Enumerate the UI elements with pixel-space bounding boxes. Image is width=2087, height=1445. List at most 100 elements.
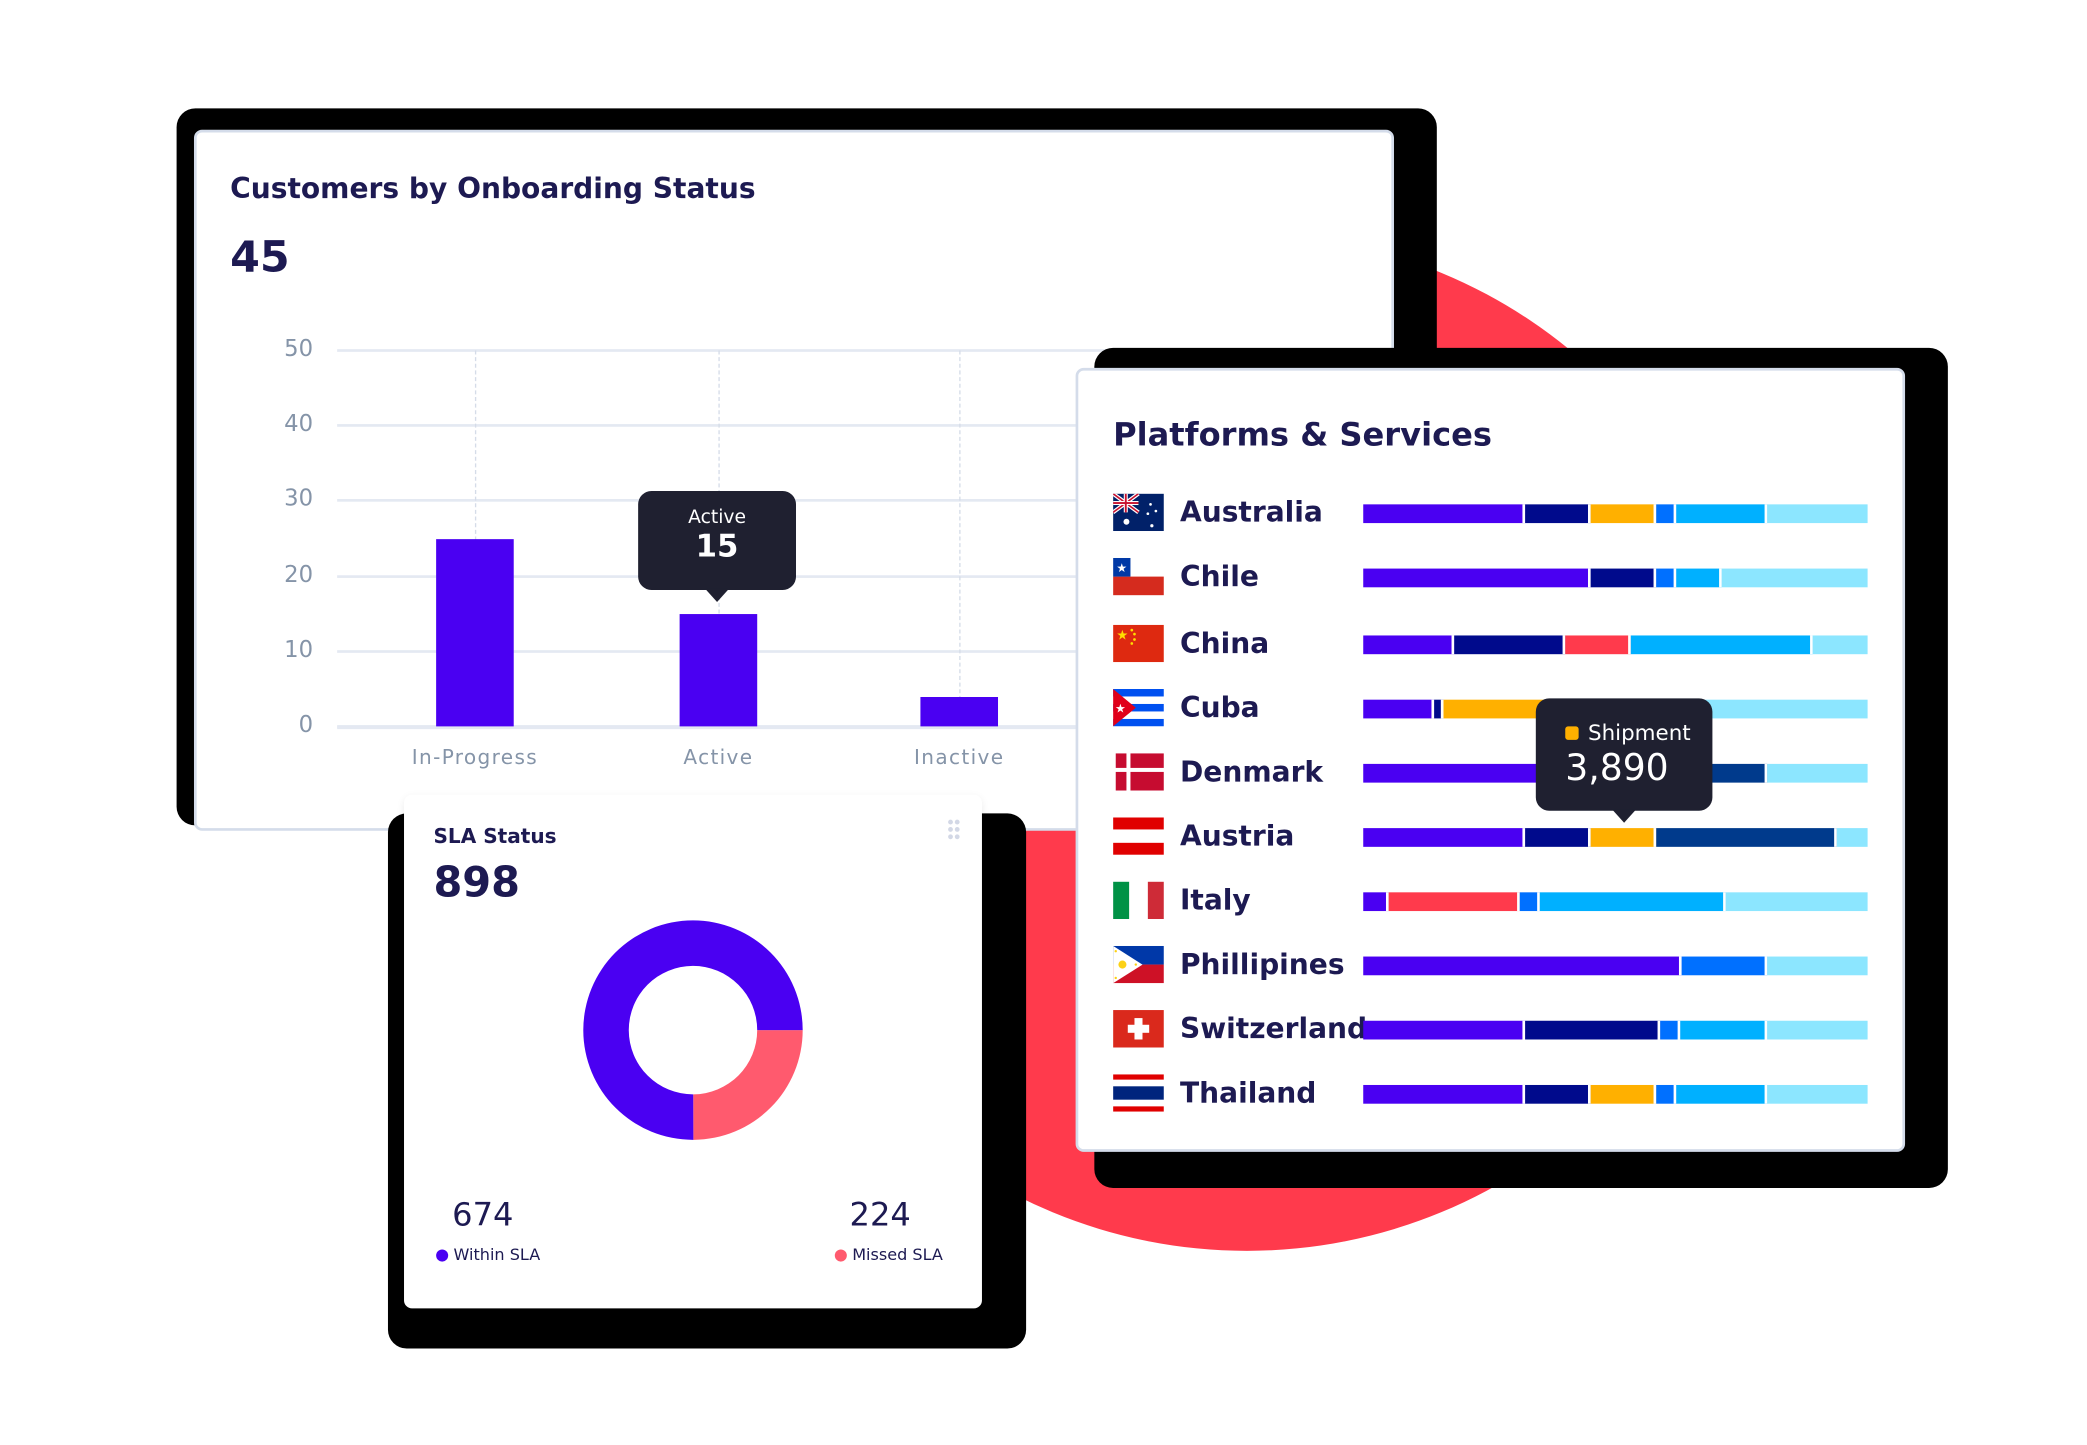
stacked-bar[interactable] (1363, 956, 1868, 976)
bar-segment-cyan[interactable] (1675, 568, 1722, 588)
bar-segment-cyan[interactable] (1539, 892, 1727, 912)
svg-text:★: ★ (1116, 561, 1127, 575)
country-row-cuba[interactable]: ★ Cuba (1113, 688, 1876, 729)
card-title: Platforms & Services (1113, 416, 1493, 454)
legend-dot-icon (834, 1248, 847, 1261)
gridline (337, 649, 1348, 653)
bar-segment-navy[interactable] (1524, 1084, 1591, 1104)
bar-segment-primary[interactable] (1363, 956, 1681, 976)
bar-segment-blue[interactable] (1660, 1020, 1681, 1040)
bar-segment-light[interactable] (1766, 956, 1868, 976)
bar-segment-primary[interactable] (1363, 763, 1565, 783)
donut-slice-within[interactable] (583, 920, 803, 1140)
bar-segment-light[interactable] (1812, 635, 1868, 655)
country-name: Phillipines (1179, 948, 1345, 981)
bar-segment-blue[interactable] (1655, 1084, 1676, 1104)
x-axis-label: In-Progress (411, 745, 539, 770)
bar-segment-cyan[interactable] (1680, 1020, 1767, 1040)
bar-segment-primary[interactable] (1363, 504, 1525, 524)
country-row-chile[interactable]: ★ Chile (1113, 557, 1876, 598)
bar-segment-cyan[interactable] (1675, 504, 1767, 524)
country-row-australia[interactable]: Australia (1113, 493, 1876, 534)
vertical-gridline (959, 350, 961, 727)
tooltip-label: Shipment (1587, 719, 1691, 746)
y-axis-tick: 50 (284, 335, 314, 363)
country-row-china[interactable]: ★ China (1113, 624, 1876, 665)
bar-segment-navy[interactable] (1454, 635, 1565, 655)
country-name: Denmark (1179, 755, 1324, 788)
bar-segment-red[interactable] (1564, 635, 1631, 655)
bar-segment-amber[interactable] (1590, 1084, 1656, 1104)
bar-inactive[interactable] (920, 696, 999, 727)
bar-segment-blue[interactable] (1519, 892, 1540, 912)
bar-segment-primary[interactable] (1363, 1020, 1525, 1040)
bar-segment-amber[interactable] (1590, 504, 1656, 524)
bar-segment-navy[interactable] (1524, 828, 1591, 847)
bar-segment-primary[interactable] (1363, 828, 1525, 847)
bar-segment-blue[interactable] (1655, 504, 1676, 524)
bar-segment-darkblue[interactable] (1655, 828, 1838, 847)
bar-segment-red[interactable] (1388, 892, 1520, 912)
tooltip-value: 15 (695, 529, 739, 565)
austria-flag-icon (1113, 817, 1164, 855)
bar-segment-navy[interactable] (1524, 1020, 1661, 1040)
bar-segment-light[interactable] (1766, 1020, 1868, 1040)
bar-segment-light[interactable] (1837, 828, 1868, 847)
bar-segment-primary[interactable] (1363, 892, 1389, 912)
bar-active[interactable] (679, 613, 758, 727)
y-axis-tick: 30 (284, 486, 314, 513)
denmark-flag-icon (1113, 753, 1164, 791)
card-title: SLA Status (433, 824, 557, 849)
bar-segment-navy[interactable] (1524, 504, 1591, 524)
bar-segment-light[interactable] (1766, 763, 1868, 783)
bar-segment-cyan[interactable] (1630, 635, 1813, 655)
bar-tooltip: Active 15 (638, 490, 797, 603)
stacked-bar[interactable] (1363, 828, 1868, 847)
bar-segment-blue[interactable] (1680, 956, 1767, 976)
bar-segment-light[interactable] (1721, 568, 1868, 588)
bar-segment-primary[interactable] (1363, 568, 1591, 588)
stacked-bar[interactable] (1363, 504, 1868, 524)
bar-segment-primary[interactable] (1363, 699, 1434, 719)
bar-segment-primary[interactable] (1363, 1084, 1525, 1104)
bar-segment-light[interactable] (1726, 892, 1868, 912)
country-row-phillipines[interactable]: Phillipines (1113, 945, 1876, 986)
stacked-bar[interactable] (1363, 1084, 1868, 1104)
country-row-austria[interactable]: Austria (1113, 817, 1876, 857)
gridline (337, 499, 1348, 503)
country-row-switzerland[interactable]: Switzerland (1113, 1010, 1876, 1050)
bar-segment-primary[interactable] (1363, 635, 1455, 655)
stacked-bar[interactable] (1363, 568, 1868, 588)
country-row-denmark[interactable]: Denmark (1113, 753, 1876, 793)
bar-segment-blue[interactable] (1655, 568, 1676, 588)
country-name: Thailand (1179, 1076, 1317, 1110)
tooltip-label: Active (688, 507, 747, 529)
country-row-thailand[interactable]: Thailand (1113, 1074, 1876, 1114)
stacked-bar[interactable] (1363, 1020, 1868, 1040)
bar-segment-light[interactable] (1766, 1084, 1868, 1104)
bar-segment-amber[interactable] (1590, 828, 1656, 847)
tooltip-series: Shipment (1565, 720, 1712, 745)
chile-flag-icon: ★ (1113, 557, 1164, 596)
bar-segment-cyan[interactable] (1675, 1084, 1767, 1104)
bar-segment-navy[interactable] (1590, 568, 1656, 588)
drag-handle-icon[interactable] (947, 819, 960, 840)
bar-segment-light[interactable] (1766, 504, 1868, 524)
australia-flag-icon (1113, 493, 1164, 532)
country-name: China (1179, 627, 1270, 660)
sla-status-card: SLA Status 898 674 Within SLA 224 Missed… (404, 794, 982, 1309)
bar-segment-navy[interactable] (1433, 699, 1444, 719)
x-axis-baseline (337, 726, 1348, 730)
platforms-services-card: Platforms & Services Australia ★ Chile ★ Chi… (1075, 367, 1906, 1152)
bar-segment-light[interactable] (1701, 699, 1868, 719)
bar-in-progress[interactable] (436, 538, 514, 727)
sla-donut-chart (582, 918, 804, 1143)
within-sla-legend: Within SLA (436, 1246, 540, 1264)
stacked-bar[interactable] (1363, 892, 1868, 912)
stacked-bar[interactable] (1363, 635, 1868, 655)
x-axis-label: Active (683, 745, 754, 770)
donut-slice-missed[interactable] (693, 1030, 803, 1140)
country-row-italy[interactable]: Italy (1113, 881, 1876, 922)
country-name: Chile (1179, 560, 1259, 593)
